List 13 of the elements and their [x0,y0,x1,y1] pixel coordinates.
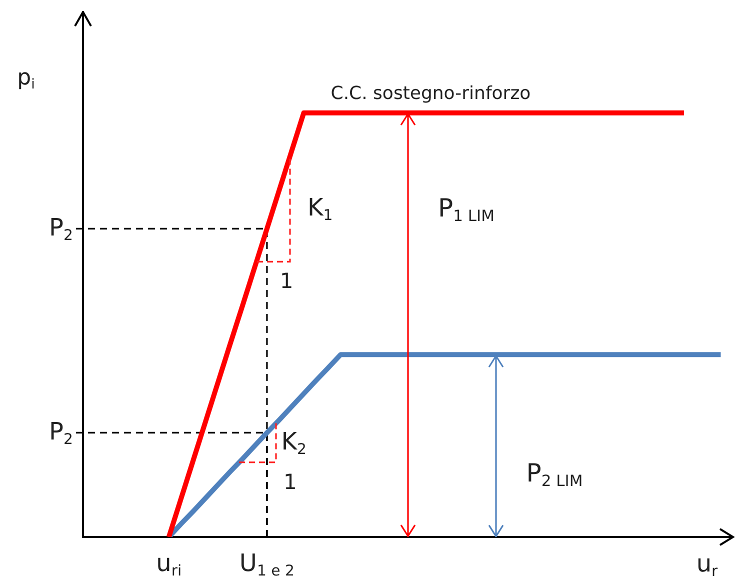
x-axis-title: u$_{r}$ [696,549,718,580]
y-axis-title: p$_{i}$ [17,66,35,93]
annotation: P$_{1 LIM}$ [438,194,494,226]
series-label: C.C. sostegno-rinforzo [330,82,531,104]
x-tick-label: u$_{ri}$ [156,549,182,580]
annotation: 1 [284,470,297,494]
annotation: P$_{2}$ [49,213,73,244]
annotation: K$_{2}$ [281,426,306,458]
x-tick-label: U$_{1 e 2}$ [239,549,295,580]
annotation: K$_{1}$ [308,194,333,224]
annotation: P$_{2 LIM}$ [526,458,583,490]
annotation: P$_{2}$ [49,417,73,448]
annotation: 1 [280,269,294,294]
